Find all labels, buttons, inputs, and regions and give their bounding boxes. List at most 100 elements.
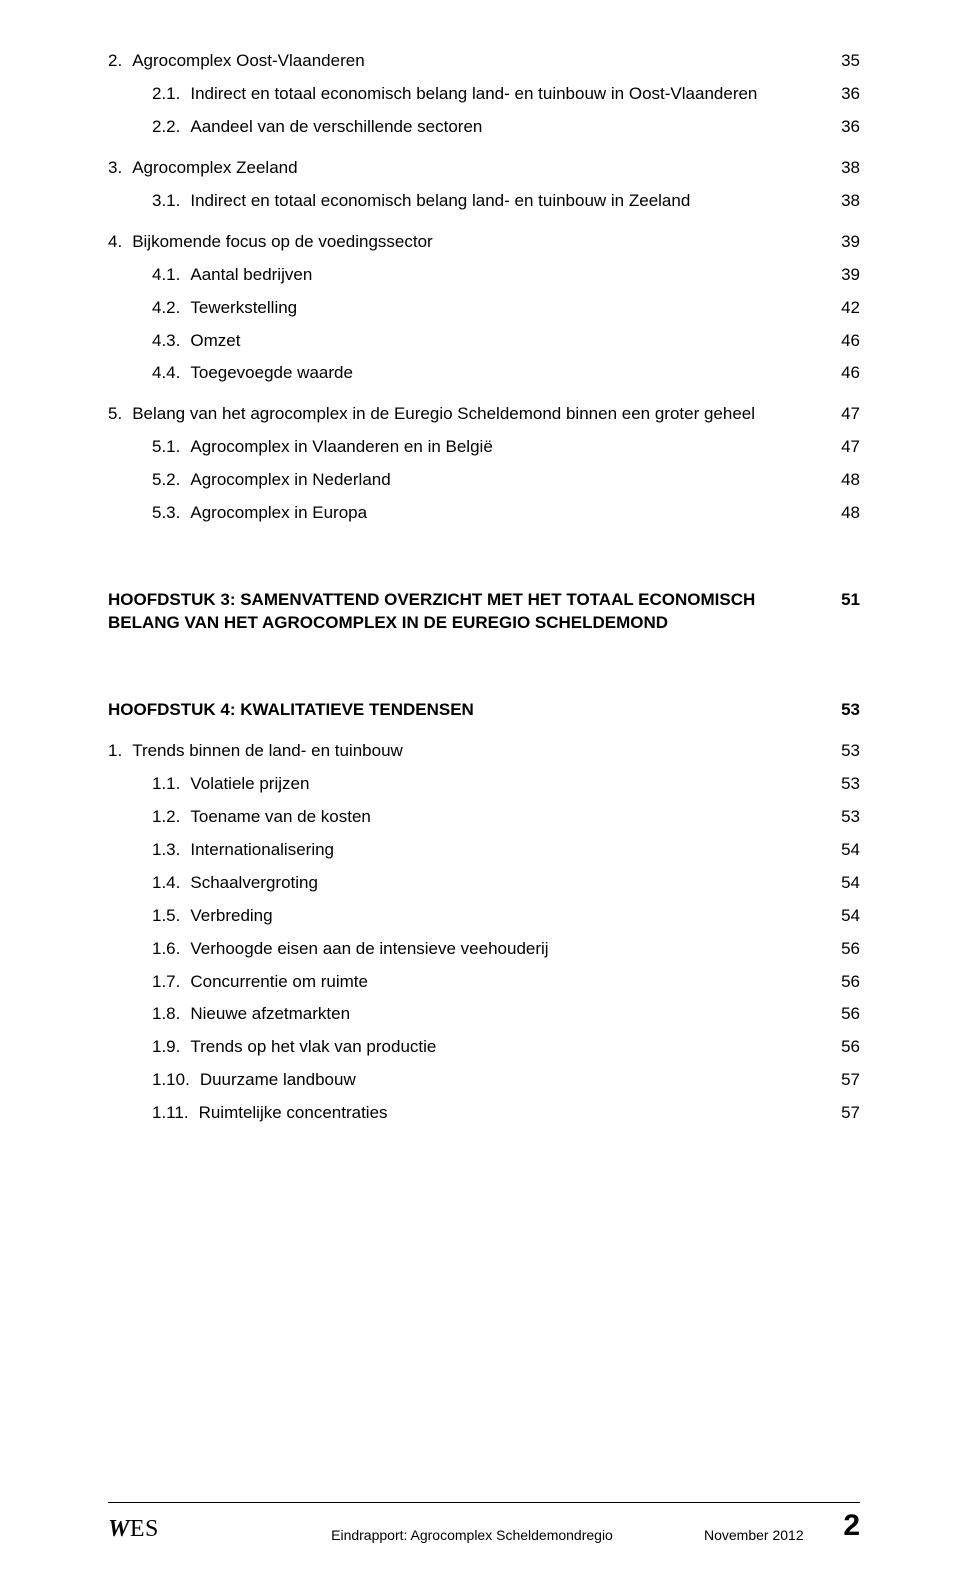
footer-page-number: 2: [816, 1509, 860, 1543]
chapter-heading: HOOFDSTUK 3: SAMENVATTEND OVERZICHT MET …: [108, 589, 860, 635]
toc-label: Internationalisering: [190, 839, 816, 862]
toc-page: 57: [816, 1069, 860, 1092]
toc-number: 1.10.: [152, 1069, 200, 1092]
toc-page: 57: [816, 1102, 860, 1125]
toc-label: Indirect en totaal economisch belang lan…: [190, 190, 816, 213]
toc-number: 4.3.: [152, 330, 190, 353]
toc-number: 1.4.: [152, 872, 190, 895]
toc-row: 1.6.Verhoogde eisen aan de intensieve ve…: [152, 938, 860, 961]
toc-page: 56: [816, 971, 860, 994]
toc-label: Agrocomplex in Vlaanderen en in België: [190, 436, 816, 459]
toc-page: 38: [816, 157, 860, 180]
toc-page: 56: [816, 1003, 860, 1026]
toc-number: 1.11.: [152, 1102, 199, 1125]
toc-label: Toename van de kosten: [190, 806, 816, 829]
toc-label: Ruimtelijke concentraties: [199, 1102, 816, 1125]
toc-page: 56: [816, 938, 860, 961]
toc-row: 1.10.Duurzame landbouw57: [152, 1069, 860, 1092]
toc-row: 1.1.Volatiele prijzen53: [152, 773, 860, 796]
toc-row: 1.11.Ruimtelijke concentraties57: [152, 1102, 860, 1125]
toc-page: 39: [816, 264, 860, 287]
toc-number: 3.1.: [152, 190, 190, 213]
toc-number: 2.1.: [152, 83, 190, 106]
footer-date: November 2012: [696, 1527, 816, 1543]
toc-page: 46: [816, 330, 860, 353]
toc-page: 53: [816, 773, 860, 796]
toc-label: Nieuwe afzetmarkten: [190, 1003, 816, 1026]
toc-number: 5.3.: [152, 502, 190, 525]
toc-row: 5.3.Agrocomplex in Europa48: [152, 502, 860, 525]
toc-label: Bijkomende focus op de voedingssector: [132, 231, 816, 254]
footer: WES Eindrapport: Agrocomplex Scheldemond…: [0, 1509, 960, 1543]
toc-page: 48: [816, 502, 860, 525]
toc-page: 54: [816, 872, 860, 895]
toc-label: Tewerkstelling: [190, 297, 816, 320]
toc-number: 5.2.: [152, 469, 190, 492]
toc-row: 3.Agrocomplex Zeeland38: [108, 157, 860, 180]
toc-page: 46: [816, 362, 860, 385]
toc-row: 4.2.Tewerkstelling42: [152, 297, 860, 320]
toc-label: Concurrentie om ruimte: [190, 971, 816, 994]
toc-number: 1.3.: [152, 839, 190, 862]
toc-row: 1.5.Verbreding54: [152, 905, 860, 928]
toc-page: 56: [816, 1036, 860, 1059]
toc-row: 4.3.Omzet46: [152, 330, 860, 353]
toc-label: Indirect en totaal economisch belang lan…: [190, 83, 816, 106]
toc-page: 38: [816, 190, 860, 213]
toc-number: 1.9.: [152, 1036, 190, 1059]
toc-label: Trends op het vlak van productie: [190, 1036, 816, 1059]
toc-row: 4.4.Toegevoegde waarde46: [152, 362, 860, 385]
toc-row: 1.7.Concurrentie om ruimte56: [152, 971, 860, 994]
toc-page: 48: [816, 469, 860, 492]
toc-number: 3.: [108, 157, 132, 180]
toc-page: 47: [816, 403, 860, 426]
toc-page: 54: [816, 839, 860, 862]
toc-row: 1.4.Schaalvergroting54: [152, 872, 860, 895]
toc-page: 53: [816, 740, 860, 763]
toc-row: 1.Trends binnen de land- en tuinbouw53: [108, 740, 860, 763]
toc-page: 42: [816, 297, 860, 320]
toc-number: 1.8.: [152, 1003, 190, 1026]
toc-row: 4.1.Aantal bedrijven39: [152, 264, 860, 287]
toc-label: Agrocomplex in Europa: [190, 502, 816, 525]
chapter-page: 53: [816, 699, 860, 722]
toc-number: 2.: [108, 50, 132, 73]
toc-label: Toegevoegde waarde: [190, 362, 816, 385]
chapter-label: HOOFDSTUK 3: SAMENVATTEND OVERZICHT MET …: [108, 589, 816, 635]
toc-number: 5.1.: [152, 436, 190, 459]
chapter-label: HOOFDSTUK 4: KWALITATIEVE TENDENSEN: [108, 699, 816, 722]
toc-number: 4.1.: [152, 264, 190, 287]
toc-number: 1.6.: [152, 938, 190, 961]
toc-row: 5.Belang van het agrocomplex in de Eureg…: [108, 403, 860, 426]
toc-number: 4.2.: [152, 297, 190, 320]
toc-label: Schaalvergroting: [190, 872, 816, 895]
toc-row: 1.3.Internationalisering54: [152, 839, 860, 862]
toc-number: 1.1.: [152, 773, 190, 796]
toc-label: Omzet: [190, 330, 816, 353]
toc-label: Belang van het agrocomplex in de Euregio…: [132, 403, 816, 426]
toc-label: Agrocomplex Oost-Vlaanderen: [132, 50, 816, 73]
toc-number: 2.2.: [152, 116, 190, 139]
toc-label: Aandeel van de verschillende sectoren: [190, 116, 816, 139]
toc-number: 1.5.: [152, 905, 190, 928]
toc-page: 53: [816, 806, 860, 829]
toc-label: Volatiele prijzen: [190, 773, 816, 796]
toc-label: Verhoogde eisen aan de intensieve veehou…: [190, 938, 816, 961]
toc-row: 1.2.Toename van de kosten53: [152, 806, 860, 829]
toc-row: 2.Agrocomplex Oost-Vlaanderen35: [108, 50, 860, 73]
toc-row: 5.1.Agrocomplex in Vlaanderen en in Belg…: [152, 436, 860, 459]
toc-number: 5.: [108, 403, 132, 426]
toc-number: 1.: [108, 740, 132, 763]
footer-title: Eindrapport: Agrocomplex Scheldemondregi…: [248, 1527, 696, 1543]
footer-logo: WES: [108, 1516, 248, 1543]
toc-page: 47: [816, 436, 860, 459]
toc-number: 1.2.: [152, 806, 190, 829]
toc-label: Aantal bedrijven: [190, 264, 816, 287]
toc-page: 54: [816, 905, 860, 928]
toc-row: 1.9.Trends op het vlak van productie56: [152, 1036, 860, 1059]
toc-label: Trends binnen de land- en tuinbouw: [132, 740, 816, 763]
toc-label: Agrocomplex in Nederland: [190, 469, 816, 492]
toc-row: 1.8.Nieuwe afzetmarkten56: [152, 1003, 860, 1026]
toc-page: 36: [816, 116, 860, 139]
toc-row: 4.Bijkomende focus op de voedingssector3…: [108, 231, 860, 254]
